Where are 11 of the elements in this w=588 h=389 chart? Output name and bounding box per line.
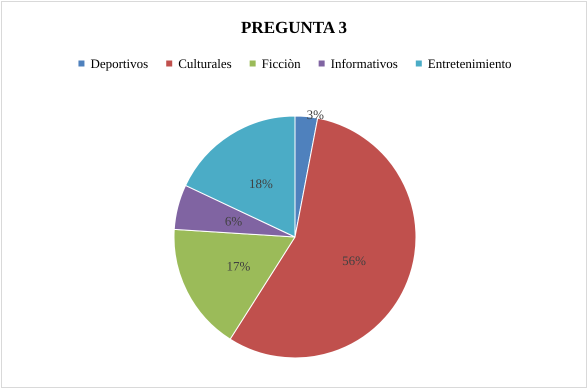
data-label: 6% — [224, 214, 242, 229]
data-label: 17% — [226, 258, 250, 274]
legend-label: Entretenimiento — [428, 56, 512, 71]
chart-title: PREGUNTA 3 — [241, 18, 347, 37]
legend-label: Deportivos — [90, 56, 148, 71]
legend-label: Informativos — [330, 56, 398, 71]
legend-label: Ficciòn — [262, 56, 302, 71]
data-label: 3% — [306, 107, 324, 122]
legend-label: Culturales — [178, 56, 232, 71]
data-label: 18% — [249, 176, 274, 191]
data-label: 56% — [342, 252, 366, 268]
